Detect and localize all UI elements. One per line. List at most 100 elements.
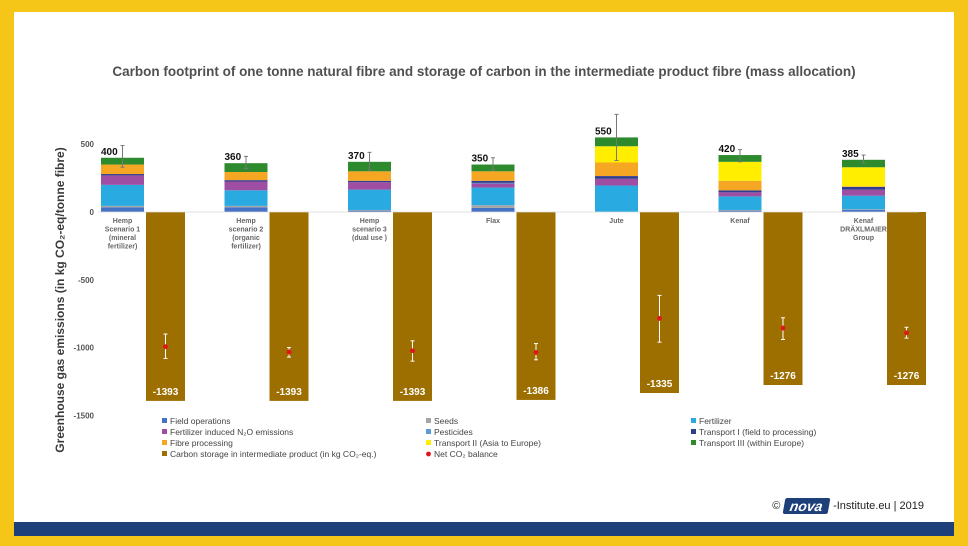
stack-segment-fertilizer_n2o bbox=[718, 192, 762, 197]
legend-label-transport_iii: Transport III (within Europe) bbox=[699, 438, 804, 448]
y-tick-label: -1500 bbox=[74, 411, 95, 420]
carbon-storage-bar bbox=[146, 212, 185, 401]
stack-segment-fertilizer bbox=[842, 195, 885, 210]
stack-segment-fertilizer_n2o bbox=[101, 175, 144, 185]
legend-label-carbon_storage: Carbon storage in intermediate product (… bbox=[170, 449, 377, 459]
net-balance-point bbox=[286, 349, 292, 355]
stack-segment-field_operations bbox=[101, 207, 144, 212]
stack-segment-transport_i bbox=[348, 180, 391, 183]
category-label: Group bbox=[853, 235, 874, 242]
stack-segment-transport_i bbox=[101, 174, 144, 176]
legend-swatch-field_operations bbox=[162, 418, 167, 423]
stack-segment-transport_i bbox=[471, 180, 515, 183]
stack-segment-seeds bbox=[101, 205, 144, 208]
carbon-storage-label: -1393 bbox=[276, 387, 302, 398]
legend-label-seeds: Seeds bbox=[434, 416, 458, 426]
stack-segment-seeds bbox=[224, 205, 268, 208]
legend-label-pesticides: Pesticides bbox=[434, 427, 473, 437]
net-balance-point bbox=[410, 348, 415, 354]
stack-segment-seeds bbox=[718, 209, 762, 211]
net-balance-point bbox=[163, 344, 168, 350]
stack-segment-fertilizer bbox=[224, 190, 268, 206]
category-label: Hemp bbox=[360, 218, 379, 225]
legend-label-transport_i: Transport I (field to processing) bbox=[699, 427, 816, 437]
category-label: fertilizer) bbox=[231, 244, 261, 251]
carbon-storage-label: -1386 bbox=[523, 386, 549, 397]
stack-segment-seeds bbox=[471, 205, 515, 208]
stack-segment-fertilizer bbox=[595, 185, 638, 212]
carbon-storage-bar bbox=[887, 212, 926, 386]
stack-segment-fertilizer_n2o bbox=[348, 182, 391, 190]
carbon-storage-label: -1335 bbox=[647, 379, 673, 390]
category-label: Hemp bbox=[113, 218, 132, 225]
stack-segment-field_operations bbox=[718, 210, 762, 212]
total-label: 400 bbox=[101, 147, 118, 158]
stack-segment-fertilizer bbox=[101, 184, 144, 206]
stack-segment-fertilizer_n2o bbox=[595, 178, 638, 186]
legend-swatch-transport_i bbox=[691, 429, 696, 434]
category-label: Scenario 1 bbox=[105, 227, 141, 234]
stack-segment-fertilizer bbox=[718, 196, 762, 210]
legend-marker-net-balance bbox=[426, 451, 431, 457]
stack-segment-fertilizer_n2o bbox=[224, 181, 268, 191]
legend-swatch-seeds bbox=[426, 418, 431, 423]
nova-logo: nova bbox=[782, 498, 831, 514]
category-label: Jute bbox=[609, 218, 624, 225]
stack-segment-fibre_processing bbox=[718, 180, 762, 191]
legend-label-fertilizer_n2o: Fertilizer induced N₂O emissions bbox=[170, 427, 293, 437]
stack-segment-fertilizer bbox=[471, 187, 515, 206]
stack-segment-transport_ii bbox=[842, 167, 885, 187]
total-label: 420 bbox=[719, 144, 736, 155]
total-label: 370 bbox=[348, 151, 365, 162]
stack-segment-field_operations bbox=[348, 210, 391, 212]
y-tick-label: 0 bbox=[90, 208, 95, 217]
legend-swatch-fibre_processing bbox=[162, 440, 167, 445]
chart-frame: Carbon footprint of one tonne natural fi… bbox=[14, 12, 954, 522]
stack-segment-fertilizer_n2o bbox=[842, 189, 885, 196]
category-label: Kenaf bbox=[854, 218, 874, 225]
legend-swatch-carbon_storage bbox=[162, 451, 167, 456]
total-label: 350 bbox=[472, 154, 489, 165]
stack-segment-pesticides bbox=[471, 182, 515, 184]
category-label: (organic bbox=[232, 235, 260, 242]
carbon-storage-label: -1276 bbox=[894, 371, 920, 382]
stack-segment-field_operations bbox=[224, 207, 268, 212]
chart-canvas: Carbon footprint of one tonne natural fi… bbox=[53, 64, 926, 459]
total-label: 360 bbox=[225, 152, 242, 163]
stack-segment-fibre_processing bbox=[224, 171, 268, 181]
legend-swatch-transport_ii bbox=[426, 440, 431, 445]
carbon-storage-bar bbox=[269, 212, 309, 401]
category-label: Kenaf bbox=[730, 218, 750, 225]
y-tick-label: -500 bbox=[78, 276, 95, 285]
carbon-storage-bar bbox=[516, 212, 556, 400]
net-balance-point bbox=[657, 316, 662, 321]
stack-segment-fibre_processing bbox=[595, 162, 638, 177]
stack-segment-fertilizer_n2o bbox=[471, 183, 515, 188]
stack-segment-transport_ii bbox=[718, 161, 762, 181]
legend-swatch-fertilizer bbox=[691, 418, 696, 423]
stack-segment-transport_i bbox=[842, 186, 885, 190]
footer: © nova -Institute.eu | 2019 bbox=[772, 498, 924, 514]
carbon-storage-label: -1393 bbox=[400, 387, 426, 398]
category-label: scenario 2 bbox=[229, 227, 264, 234]
category-label: fertilizer) bbox=[108, 244, 138, 251]
carbon-storage-bar bbox=[393, 212, 432, 401]
carbon-storage-label: -1393 bbox=[153, 387, 179, 398]
net-balance-point bbox=[533, 350, 539, 355]
net-balance-point bbox=[780, 325, 786, 331]
stack-segment-transport_i bbox=[718, 190, 762, 193]
y-tick-label: -1000 bbox=[74, 344, 95, 353]
net-balance-point bbox=[904, 330, 909, 336]
legend-swatch-fertilizer_n2o bbox=[162, 429, 167, 434]
category-label: (dual use ) bbox=[352, 235, 387, 242]
stack-segment-transport_i bbox=[224, 180, 268, 182]
category-label: Flax bbox=[486, 218, 500, 225]
legend-swatch-transport_iii bbox=[691, 440, 696, 445]
stack-segment-fibre_processing bbox=[348, 171, 391, 181]
category-label: scenario 3 bbox=[352, 227, 387, 234]
stack-segment-fibre_processing bbox=[471, 171, 515, 181]
stack-segment-field_operations bbox=[471, 207, 515, 212]
stack-segment-fibre_processing bbox=[842, 186, 885, 187]
total-label: 550 bbox=[595, 126, 612, 137]
bottom-band bbox=[14, 522, 954, 536]
